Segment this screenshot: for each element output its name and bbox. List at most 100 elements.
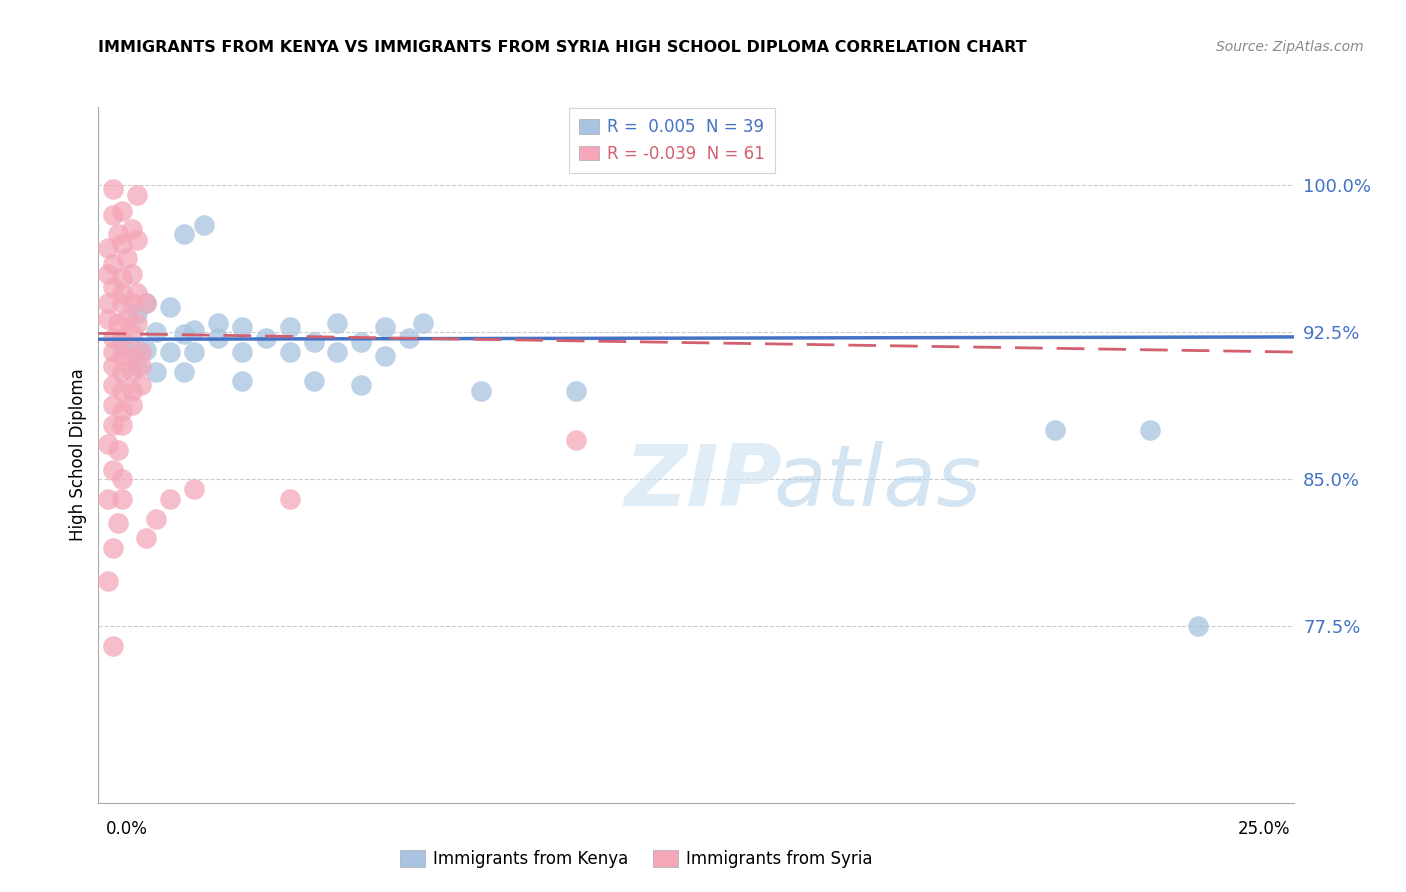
Point: [565, 384, 588, 399]
Point: [115, 311, 138, 326]
Point: [111, 491, 134, 506]
Point: [135, 296, 157, 310]
Legend: R =  0.005  N = 39, R = -0.039  N = 61: R = 0.005 N = 39, R = -0.039 N = 61: [569, 109, 775, 173]
Point: [350, 378, 373, 392]
Point: [326, 316, 349, 330]
Point: [111, 339, 134, 353]
Point: [207, 331, 229, 345]
Point: [565, 434, 588, 448]
Point: [101, 257, 124, 271]
Point: [278, 491, 301, 506]
Text: 0.0%: 0.0%: [105, 820, 148, 838]
Point: [111, 404, 134, 418]
Text: Source: ZipAtlas.com: Source: ZipAtlas.com: [1216, 40, 1364, 54]
Point: [326, 345, 349, 359]
Point: [101, 331, 124, 345]
Point: [278, 345, 301, 359]
Point: [412, 316, 434, 330]
Point: [101, 280, 124, 294]
Point: [1139, 424, 1161, 438]
Point: [97, 574, 120, 589]
Point: [107, 316, 129, 330]
Point: [125, 359, 148, 373]
Point: [97, 437, 120, 451]
Point: [1043, 424, 1066, 438]
Point: [101, 359, 124, 373]
Point: [125, 316, 148, 330]
Point: [254, 331, 277, 345]
Point: [125, 286, 148, 301]
Point: [159, 300, 181, 314]
Point: [121, 296, 143, 310]
Point: [111, 296, 134, 310]
Point: [107, 516, 129, 530]
Point: [111, 472, 134, 486]
Point: [101, 639, 124, 653]
Point: [111, 203, 134, 218]
Point: [159, 345, 181, 359]
Point: [207, 316, 229, 330]
Point: [107, 443, 129, 458]
Point: [302, 335, 325, 350]
Point: [374, 349, 396, 363]
Point: [121, 267, 143, 281]
Point: [302, 375, 325, 389]
Point: [231, 375, 253, 389]
Point: [107, 227, 129, 242]
Text: 25.0%: 25.0%: [1239, 820, 1291, 838]
Point: [131, 378, 153, 392]
Point: [183, 482, 205, 496]
Point: [131, 359, 153, 373]
Point: [111, 417, 134, 432]
Point: [121, 349, 143, 363]
Point: [145, 365, 167, 379]
Point: [374, 319, 396, 334]
Point: [1187, 619, 1209, 633]
Point: [111, 365, 134, 379]
Point: [101, 345, 124, 359]
Point: [121, 398, 143, 412]
Point: [111, 331, 134, 345]
Point: [278, 319, 301, 334]
Point: [97, 267, 120, 281]
Point: [231, 319, 253, 334]
Point: [173, 227, 195, 242]
Point: [97, 491, 120, 506]
Point: [97, 311, 120, 326]
Point: [125, 188, 148, 202]
Point: [145, 511, 167, 525]
Point: [398, 331, 420, 345]
Point: [121, 384, 143, 399]
Point: [135, 296, 157, 310]
Point: [111, 349, 134, 363]
Text: ZIP: ZIP: [624, 442, 782, 524]
Point: [173, 327, 195, 342]
Point: [159, 491, 181, 506]
Point: [101, 417, 124, 432]
Point: [97, 241, 120, 255]
Point: [125, 306, 148, 320]
Point: [125, 343, 148, 357]
Point: [101, 182, 124, 196]
Point: [193, 218, 215, 232]
Point: [183, 345, 205, 359]
Text: atlas: atlas: [773, 442, 981, 524]
Y-axis label: High School Diploma: High School Diploma: [69, 368, 87, 541]
Point: [173, 365, 195, 379]
Point: [111, 237, 134, 252]
Point: [115, 251, 138, 265]
Point: [101, 398, 124, 412]
Point: [97, 296, 120, 310]
Point: [111, 270, 134, 285]
Point: [121, 221, 143, 235]
Point: [145, 326, 167, 340]
Point: [125, 233, 148, 247]
Point: [101, 208, 124, 222]
Point: [183, 323, 205, 337]
Point: [350, 335, 373, 350]
Point: [131, 345, 153, 359]
Point: [121, 327, 143, 342]
Point: [111, 286, 134, 301]
Point: [135, 531, 157, 545]
Point: [111, 384, 134, 399]
